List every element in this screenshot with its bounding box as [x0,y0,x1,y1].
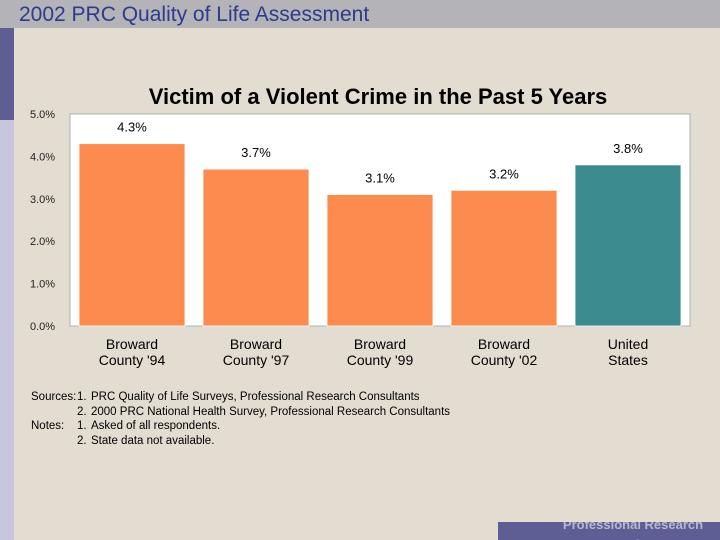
x-tick-label: United [608,336,648,352]
bar [78,143,186,327]
data-label: 3.2% [489,166,519,181]
data-label: 3.7% [241,145,271,160]
x-tick-label: Broward [478,336,530,352]
y-tick-label: 2.0% [30,236,55,248]
bar [202,168,310,327]
sources-notes: Sources: 1. PRC Quality of Life Surveys,… [31,390,450,448]
x-tick-label: County '02 [471,352,538,368]
header-bar: 2002 PRC Quality of Life Assessment [0,0,720,28]
bar [574,164,682,327]
sources-label: Sources: [31,391,77,403]
x-tick-label: Broward [106,336,158,352]
footer-logo-box: Professional Research Consultants [498,522,720,540]
note-text: State data not available. [91,434,215,447]
data-label: 4.3% [117,120,147,135]
data-label: 3.8% [613,141,643,156]
note-row: Notes: 1. Asked of all respondents. [31,420,221,432]
bar [326,194,434,327]
data-label: 3.1% [365,171,395,186]
side-accent-dark [0,28,14,120]
x-tick-label: County '99 [347,352,414,368]
source-row: 2. 2000 PRC National Health Survey, Prof… [77,405,451,418]
x-tick-label: States [608,352,648,368]
y-tick-label: 1.0% [30,279,55,291]
source-row: Sources: 1. PRC Quality of Life Surveys,… [31,391,420,403]
x-tick-label: County '94 [99,352,166,368]
y-tick-label: 5.0% [30,109,55,121]
x-tick-label: Broward [354,336,406,352]
x-tick-label: Broward [230,336,282,352]
note-row: 2. State data not available. [77,434,215,447]
bar [450,189,558,327]
footer-text: Professional Research Consultants [562,522,704,540]
notes-label: Notes: [31,420,65,432]
y-tick-label: 3.0% [30,194,55,206]
x-tick-label: County '97 [223,352,290,368]
y-tick-label: 0.0% [30,321,55,333]
chart-title: Victim of a Violent Crime in the Past 5 … [148,84,608,109]
source-text: PRC Quality of Life Surveys, Professiona… [91,391,420,403]
y-tick-label: 4.0% [30,151,55,163]
side-accent-light [0,120,14,540]
page-title: 2002 PRC Quality of Life Assessment [19,3,370,26]
note-text: Asked of all respondents. [91,420,221,432]
source-text: 2000 PRC National Health Survey, Profess… [91,405,451,418]
